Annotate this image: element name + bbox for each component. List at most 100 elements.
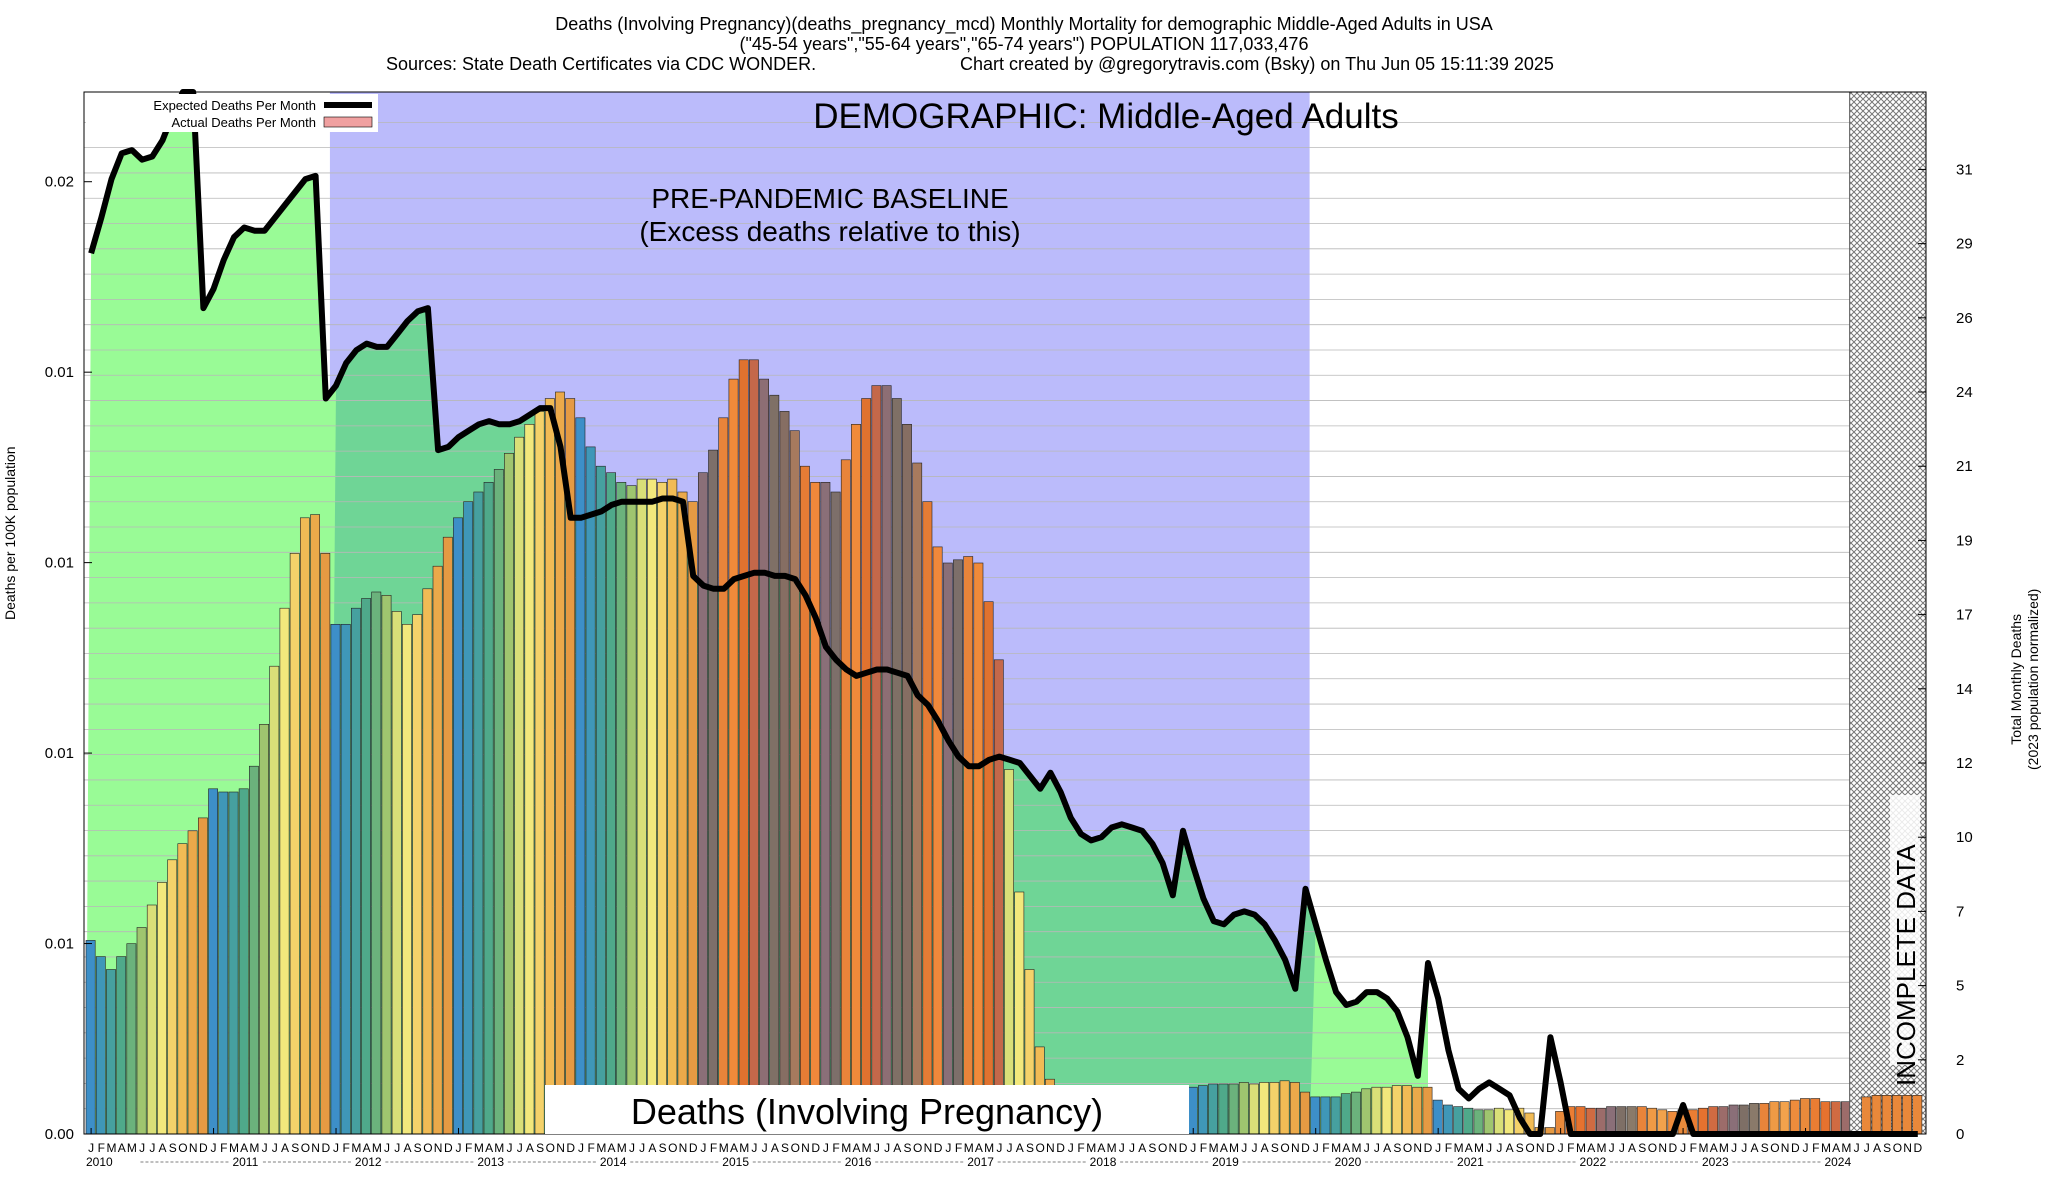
excess-month-75 xyxy=(851,424,860,676)
excess-month-64 xyxy=(739,360,748,576)
bar-month-137 xyxy=(1483,1109,1494,1135)
bar-month-24 xyxy=(330,623,341,1135)
excess-month-87 xyxy=(974,563,983,766)
bar-incomplete-179 xyxy=(1912,1095,1923,1135)
excess-month-79 xyxy=(892,399,901,673)
bar-month-27 xyxy=(361,598,371,1135)
month-label: O xyxy=(1280,1141,1289,1155)
month-label: F xyxy=(710,1141,717,1155)
excess-month-69 xyxy=(790,431,799,579)
month-label: J xyxy=(700,1141,706,1155)
month-label: J xyxy=(996,1141,1002,1155)
month-label: A xyxy=(1097,1141,1105,1155)
cause-label-box xyxy=(545,1085,1189,1134)
month-label: A xyxy=(975,1141,983,1155)
month-label: D xyxy=(566,1141,575,1155)
bar-month-126 xyxy=(1371,1086,1382,1135)
bar-month-35 xyxy=(442,536,453,1135)
month-label: S xyxy=(1883,1141,1891,1155)
month-label: J xyxy=(507,1141,513,1155)
excess-month-78 xyxy=(882,386,891,670)
bar-month-46 xyxy=(555,391,565,1135)
bar-month-127 xyxy=(1381,1086,1392,1135)
month-label: O xyxy=(1770,1141,1779,1155)
excess-month-84 xyxy=(943,563,952,740)
bar-month-119 xyxy=(1300,1091,1310,1135)
month-label: A xyxy=(1710,1141,1718,1155)
bar-month-53 xyxy=(626,485,637,1135)
bar-month-162 xyxy=(1738,1104,1749,1135)
bar-month-14 xyxy=(228,791,239,1135)
bar-month-118 xyxy=(1289,1082,1300,1135)
month-label: O xyxy=(1158,1141,1167,1155)
month-label: A xyxy=(526,1141,534,1155)
right-tick-label: 29 xyxy=(1956,236,1973,253)
excess-month-82 xyxy=(923,502,932,705)
month-label: A xyxy=(240,1141,248,1155)
month-label: A xyxy=(852,1141,860,1155)
bar-month-143 xyxy=(1545,1127,1555,1135)
month-label: O xyxy=(1035,1141,1044,1155)
month-label: J xyxy=(1241,1141,1247,1155)
month-label: D xyxy=(1913,1141,1922,1155)
legend-actual-swatch xyxy=(323,116,373,128)
month-label: S xyxy=(1516,1141,1524,1155)
right-tick-label: 24 xyxy=(1956,384,1973,401)
month-label: A xyxy=(648,1141,656,1155)
bar-month-90 xyxy=(1004,769,1014,1135)
bar-month-22 xyxy=(310,514,320,1135)
month-label: M xyxy=(739,1141,749,1155)
y-axis-label-right-1: Total Monthly Deaths xyxy=(2008,613,2024,745)
bar-month-8 xyxy=(167,859,178,1135)
excess-month-51 xyxy=(607,473,616,505)
bar-month-41 xyxy=(504,452,514,1135)
bar-month-130 xyxy=(1412,1086,1423,1135)
bar-month-52 xyxy=(616,481,627,1135)
month-label: M xyxy=(596,1141,606,1155)
month-label: S xyxy=(414,1141,422,1155)
bar-month-3 xyxy=(116,956,127,1135)
month-label: O xyxy=(668,1141,677,1155)
bar-month-170 xyxy=(1820,1101,1831,1135)
bar-month-150 xyxy=(1616,1106,1627,1135)
excess-month-68 xyxy=(780,411,789,576)
excess-month-85 xyxy=(953,560,962,757)
month-label: J xyxy=(1680,1141,1686,1155)
month-label: A xyxy=(1220,1141,1228,1155)
bar-month-169 xyxy=(1810,1098,1821,1135)
month-label: J xyxy=(1864,1141,1870,1155)
title-line-2: ("45-54 years","55-64 years","65-74 year… xyxy=(739,34,1309,54)
bar-month-51 xyxy=(606,472,616,1135)
month-label: A xyxy=(363,1141,371,1155)
excess-month-74 xyxy=(841,460,850,670)
month-label: M xyxy=(351,1141,361,1155)
month-label: J xyxy=(1619,1141,1625,1155)
excess-month-86 xyxy=(964,557,973,767)
month-label: D xyxy=(1546,1141,1555,1155)
month-label: M xyxy=(474,1141,484,1155)
month-label: M xyxy=(1596,1141,1606,1155)
excess-month-60 xyxy=(698,473,707,586)
month-label: M xyxy=(1352,1141,1362,1155)
bar-month-15 xyxy=(238,788,249,1135)
bar-month-4 xyxy=(126,943,137,1135)
month-label: J xyxy=(1496,1141,1502,1155)
bar-month-164 xyxy=(1759,1103,1770,1135)
left-tick-label: 0.01 xyxy=(45,936,74,953)
bar-month-147 xyxy=(1585,1107,1596,1135)
month-label: O xyxy=(423,1141,432,1155)
month-label: A xyxy=(893,1141,901,1155)
month-label: O xyxy=(1893,1141,1902,1155)
bar-month-110 xyxy=(1208,1083,1218,1135)
month-label: J xyxy=(1119,1141,1125,1155)
demographic-label: DEMOGRAPHIC: Middle-Aged Adults xyxy=(813,97,1398,136)
left-tick-label: 0.02 xyxy=(45,174,74,191)
month-label: O xyxy=(913,1141,922,1155)
month-label: J xyxy=(1129,1141,1135,1155)
month-label: N xyxy=(1658,1141,1667,1155)
month-label: J xyxy=(1803,1141,1809,1155)
month-label: J xyxy=(1854,1141,1860,1155)
legend-actual-label: Actual Deaths Per Month xyxy=(171,115,316,130)
excess-month-88 xyxy=(984,602,993,760)
bar-month-112 xyxy=(1228,1083,1239,1135)
